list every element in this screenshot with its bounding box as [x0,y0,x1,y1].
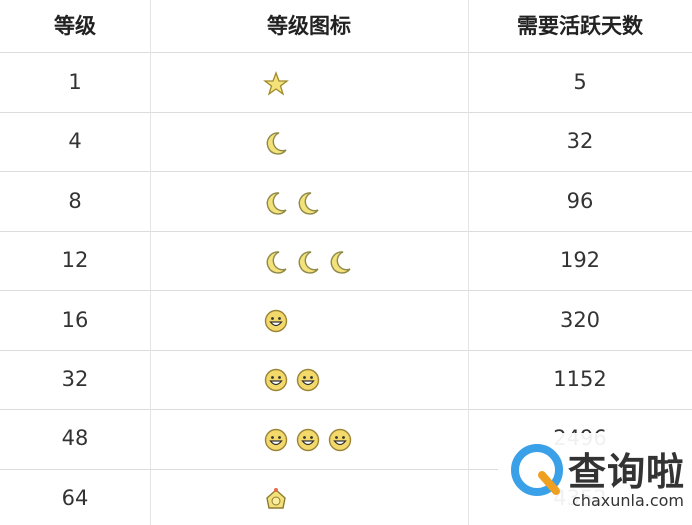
header-cell: 需要活跃天数 [517,14,643,38]
level-cell: 32 [61,367,89,391]
sun-icon [295,367,321,393]
row-divider [0,290,692,291]
moon-icon [263,190,289,216]
row-divider [0,409,692,410]
column-divider [468,0,469,525]
header-cell: 等级图标 [267,14,351,38]
level-icons [263,291,289,350]
row-divider [0,52,692,53]
days-cell: 192 [559,248,601,273]
level-icons [263,410,353,469]
sun-icon [295,427,321,453]
sun-icon [263,367,289,393]
level-icons [263,173,321,232]
sun-icon [263,308,289,334]
row-divider [0,469,692,470]
level-cell: 48 [61,426,89,451]
header-cell: 等级 [54,14,96,38]
moon-icon [263,249,289,275]
row-divider [0,350,692,351]
level-cell: 4 [68,129,82,154]
watermark-url: chaxunla.com [572,491,684,510]
watermark-title: 查询啦 [568,450,686,494]
column-divider [150,0,151,525]
row-divider [0,231,692,232]
days-cell: 1152 [553,367,607,391]
days-cell: 320 [559,307,601,332]
sun-icon [327,427,353,453]
level-icons [263,113,289,172]
moon-icon [295,190,321,216]
level-cell: 1 [68,70,82,94]
days-cell: 5 [573,70,587,94]
level-icons [263,469,289,525]
row-divider [0,171,692,172]
watermark-logo [511,444,563,496]
star-icon [263,71,289,97]
sun-icon [263,427,289,453]
level-icons [263,350,321,409]
level-cell: 16 [61,307,89,332]
level-cell: 12 [61,248,89,273]
crown-icon [263,486,289,512]
moon-icon [263,130,289,156]
days-cell: 32 [566,129,594,154]
level-cell: 64 [61,485,89,510]
level-icons [263,232,353,291]
row-divider [0,112,692,113]
level-cell: 8 [68,188,82,213]
moon-icon [295,249,321,275]
level-icons [263,54,289,113]
moon-icon [327,249,353,275]
watermark: 查询啦 chaxunla.com [498,433,692,525]
days-cell: 96 [566,188,594,213]
